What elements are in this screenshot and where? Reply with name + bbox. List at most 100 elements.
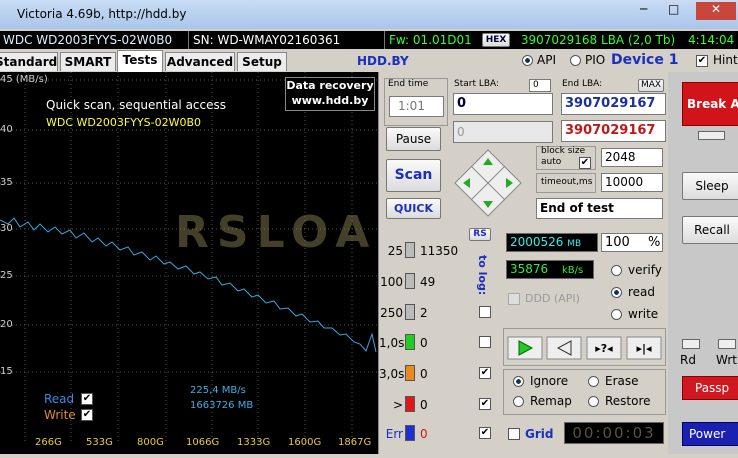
drive-model: WDC WD2003FYYS-02W0B0 (3, 33, 173, 47)
tab[interactable]: Standard (0, 52, 58, 71)
power-button[interactable]: Power (682, 422, 738, 446)
x-label: 800G (137, 437, 164, 448)
block-label: 1,0s (379, 336, 405, 350)
log-check[interactable]: ✔ (479, 367, 491, 379)
recovery-box[interactable]: Data recovery www.hdd.by (285, 77, 375, 111)
end-action-select[interactable]: End of test (536, 198, 663, 219)
tab[interactable]: SMART (60, 52, 116, 71)
indicator (698, 131, 725, 140)
auto-label: auto (541, 157, 562, 167)
rd-label: Rd (680, 353, 696, 367)
start-lba-small[interactable]: 0 (529, 79, 551, 92)
max-button[interactable]: MAX (638, 79, 664, 92)
mode-label: read (628, 285, 656, 299)
read-label: Read (44, 392, 75, 406)
player-group (503, 328, 666, 366)
block-label: > (392, 398, 403, 412)
maximize[interactable]: □ (668, 2, 680, 16)
graph: 45 (MB/s) 40 35 30 25 20 15 Quick scan, … (0, 72, 378, 454)
end-lba-input[interactable]: 3907029167 (561, 93, 666, 115)
scanned-box: 2000526 MB (506, 233, 598, 252)
end-lba-label: End LBA: (562, 79, 603, 89)
scan-button[interactable]: Scan (386, 159, 441, 192)
quick-button[interactable]: QUICK (386, 198, 441, 219)
auto-check[interactable]: ✔ (579, 157, 591, 169)
player-buttons[interactable]: ▸?◂ ▸|◂ (507, 336, 663, 360)
block-label: 25 (387, 244, 403, 258)
recall-button[interactable]: Recall (682, 216, 738, 244)
log-check[interactable] (479, 306, 491, 318)
block-count: 0 (420, 336, 428, 350)
grid-check[interactable] (508, 428, 520, 440)
direction-pad[interactable] (453, 148, 523, 218)
action-label: Remap (530, 394, 572, 408)
start-lba-input[interactable]: 0 (453, 93, 553, 115)
timeout-select[interactable]: 10000 (601, 173, 663, 192)
action-label: Erase (605, 374, 639, 388)
break-all-button[interactable]: Break All (682, 82, 738, 126)
x-label: 266G (35, 437, 62, 448)
clock: 4:14:04 (688, 33, 735, 47)
write-radio[interactable] (611, 309, 622, 320)
log-check[interactable] (479, 336, 491, 348)
rd-indicator (682, 339, 700, 349)
recovery-line: www.hdd.by (291, 94, 369, 107)
mode-label: write (628, 307, 659, 321)
timeout-label: timeout,ms (541, 177, 593, 187)
block-swatch (405, 365, 415, 381)
pio-radio[interactable] (570, 55, 581, 66)
block-count: 49 (420, 275, 436, 289)
mode-label: verify (628, 263, 662, 277)
erase-radio[interactable] (588, 376, 599, 387)
wrt-label: Wrt (716, 353, 737, 367)
device[interactable]: Device 1 (611, 52, 679, 68)
rs-button[interactable]: RS (469, 228, 491, 241)
restore-radio[interactable] (588, 396, 599, 407)
graph-model: WDC WD2003FYYS-02W0B0 (46, 116, 201, 129)
y-label: 35 (0, 177, 13, 188)
passp-button[interactable]: Passp (682, 376, 738, 400)
log-check[interactable]: ✔ (479, 398, 491, 410)
capacity: 3907029168 LBA (2,0 Tb) (520, 33, 676, 47)
block-count: 2 (420, 306, 428, 320)
tab-active[interactable]: Tests (117, 50, 163, 72)
y-label: 25 (0, 270, 13, 281)
ignore-radio[interactable] (513, 376, 524, 387)
ddd-check[interactable] (508, 293, 520, 305)
recovery-line: Data recovery (286, 79, 374, 92)
block-label: 250 (380, 306, 403, 320)
graph-plot (0, 72, 378, 442)
rate-box: 35876 kB/s (506, 260, 594, 279)
pause-button[interactable]: Pause (386, 127, 441, 151)
block-size-select[interactable]: 2048 (601, 148, 663, 167)
sleep-button[interactable]: Sleep (682, 172, 738, 200)
write-check[interactable]: ✔ (81, 409, 93, 421)
end-time-input[interactable]: 1:01 (389, 96, 444, 117)
hints-label: Hints (713, 53, 738, 67)
block-label: 100 (380, 275, 403, 289)
remap-radio[interactable] (513, 396, 524, 407)
block-count: 0 (420, 427, 428, 441)
log-check[interactable]: ✔ (479, 427, 491, 439)
speed-curve (0, 217, 377, 353)
watermark: RSLOAD.NET (175, 207, 378, 258)
api-radio[interactable] (522, 55, 533, 66)
block-swatch (405, 304, 415, 320)
minimize[interactable]: ─ (640, 2, 648, 16)
percent-unit: % (647, 235, 661, 250)
close[interactable]: ✕ (696, 2, 736, 20)
tab[interactable]: Advanced (165, 52, 235, 71)
title-bar: Victoria 4.69b, http://hdd.by ─ □ ✕ (0, 0, 738, 29)
hex-button[interactable]: HEX (482, 33, 510, 47)
read-radio[interactable] (611, 287, 622, 298)
block-size-label: block size (541, 146, 586, 156)
y-label: 45 (MB/s) (0, 74, 48, 85)
control-panel: End time 1:01 Start LBA: 0 0 0 End LBA: … (378, 72, 668, 454)
serial: SN: WD-WMAY02160361 (188, 31, 340, 49)
hints-check[interactable]: ✔ (696, 55, 708, 67)
tab[interactable]: Setup (237, 52, 287, 71)
site-link[interactable]: HDD.BY (357, 54, 409, 68)
y-label: 15 (0, 366, 13, 377)
verify-radio[interactable] (611, 265, 622, 276)
read-check[interactable]: ✔ (81, 393, 93, 405)
